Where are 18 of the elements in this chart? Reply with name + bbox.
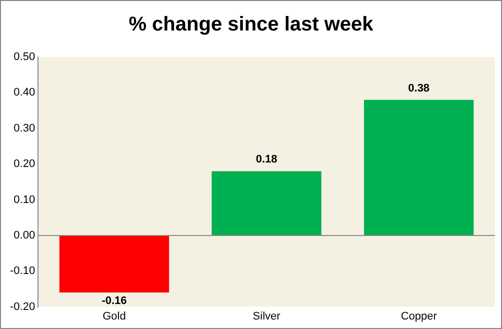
bar: [59, 235, 170, 293]
y-tick-label: 0.20: [14, 158, 36, 170]
y-tick-label: 0.50: [14, 51, 36, 64]
x-tick-label: Silver: [252, 310, 281, 322]
bar: [212, 171, 322, 236]
y-tick-label: -0.10: [10, 265, 36, 278]
data-label: 0.38: [408, 82, 430, 94]
y-tick-label: 0.30: [14, 122, 36, 134]
x-tick-label: Copper: [400, 310, 438, 322]
bar: [364, 100, 474, 236]
y-tick-label: 0.10: [14, 194, 36, 206]
y-tick-label: -0.20: [10, 300, 36, 313]
x-tick-label: Gold: [102, 310, 126, 322]
chart-title: % change since last week: [128, 14, 374, 36]
data-label: -0.16: [102, 295, 127, 308]
y-tick-label: 0.00: [14, 229, 36, 242]
y-tick-label: 0.40: [14, 86, 36, 99]
data-label: 0.18: [256, 154, 278, 166]
